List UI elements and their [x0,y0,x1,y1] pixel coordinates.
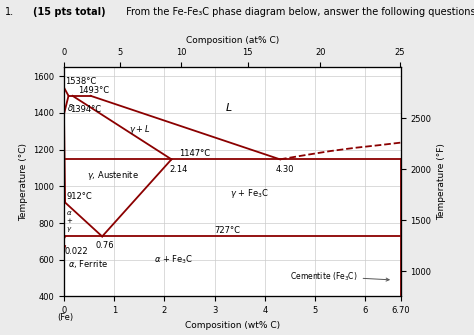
Text: 4.30: 4.30 [276,165,294,174]
Text: 2.14: 2.14 [170,165,188,174]
Text: 0.76: 0.76 [96,242,114,250]
Text: $\delta$: $\delta$ [67,102,74,113]
Text: $\gamma$, Austenite: $\gamma$, Austenite [87,169,138,182]
Text: $\alpha$, Ferrite: $\alpha$, Ferrite [68,258,108,270]
Text: $\alpha$
+
$\gamma$: $\alpha$ + $\gamma$ [66,209,73,234]
X-axis label: Composition (at% C): Composition (at% C) [186,36,279,45]
Text: 0.022: 0.022 [65,247,89,256]
Text: Cementite (Fe$_3$C): Cementite (Fe$_3$C) [290,270,389,282]
Y-axis label: Temperature (°C): Temperature (°C) [18,143,27,221]
Text: 1493°C: 1493°C [78,85,109,94]
Text: (15 pts total): (15 pts total) [33,7,106,17]
Text: 1.: 1. [5,7,14,17]
Text: 1394°C: 1394°C [70,105,101,114]
Text: 912°C: 912°C [66,192,92,201]
Y-axis label: Temperature (°F): Temperature (°F) [437,143,446,220]
Text: $\alpha$ + Fe$_3$C: $\alpha$ + Fe$_3$C [155,254,194,266]
Text: $\gamma$ + Fe$_3$C: $\gamma$ + Fe$_3$C [230,187,269,200]
Text: From the Fe-Fe₃C phase diagram below, answer the following questions.: From the Fe-Fe₃C phase diagram below, an… [123,7,474,17]
Text: (Fe): (Fe) [57,313,73,322]
Text: $L$: $L$ [225,102,232,113]
Text: 1147°C: 1147°C [180,149,210,158]
Text: 1538°C: 1538°C [65,77,96,86]
Text: 727°C: 727°C [215,226,241,235]
X-axis label: Composition (wt% C): Composition (wt% C) [185,321,280,330]
Text: $\gamma + L$: $\gamma + L$ [129,123,151,136]
